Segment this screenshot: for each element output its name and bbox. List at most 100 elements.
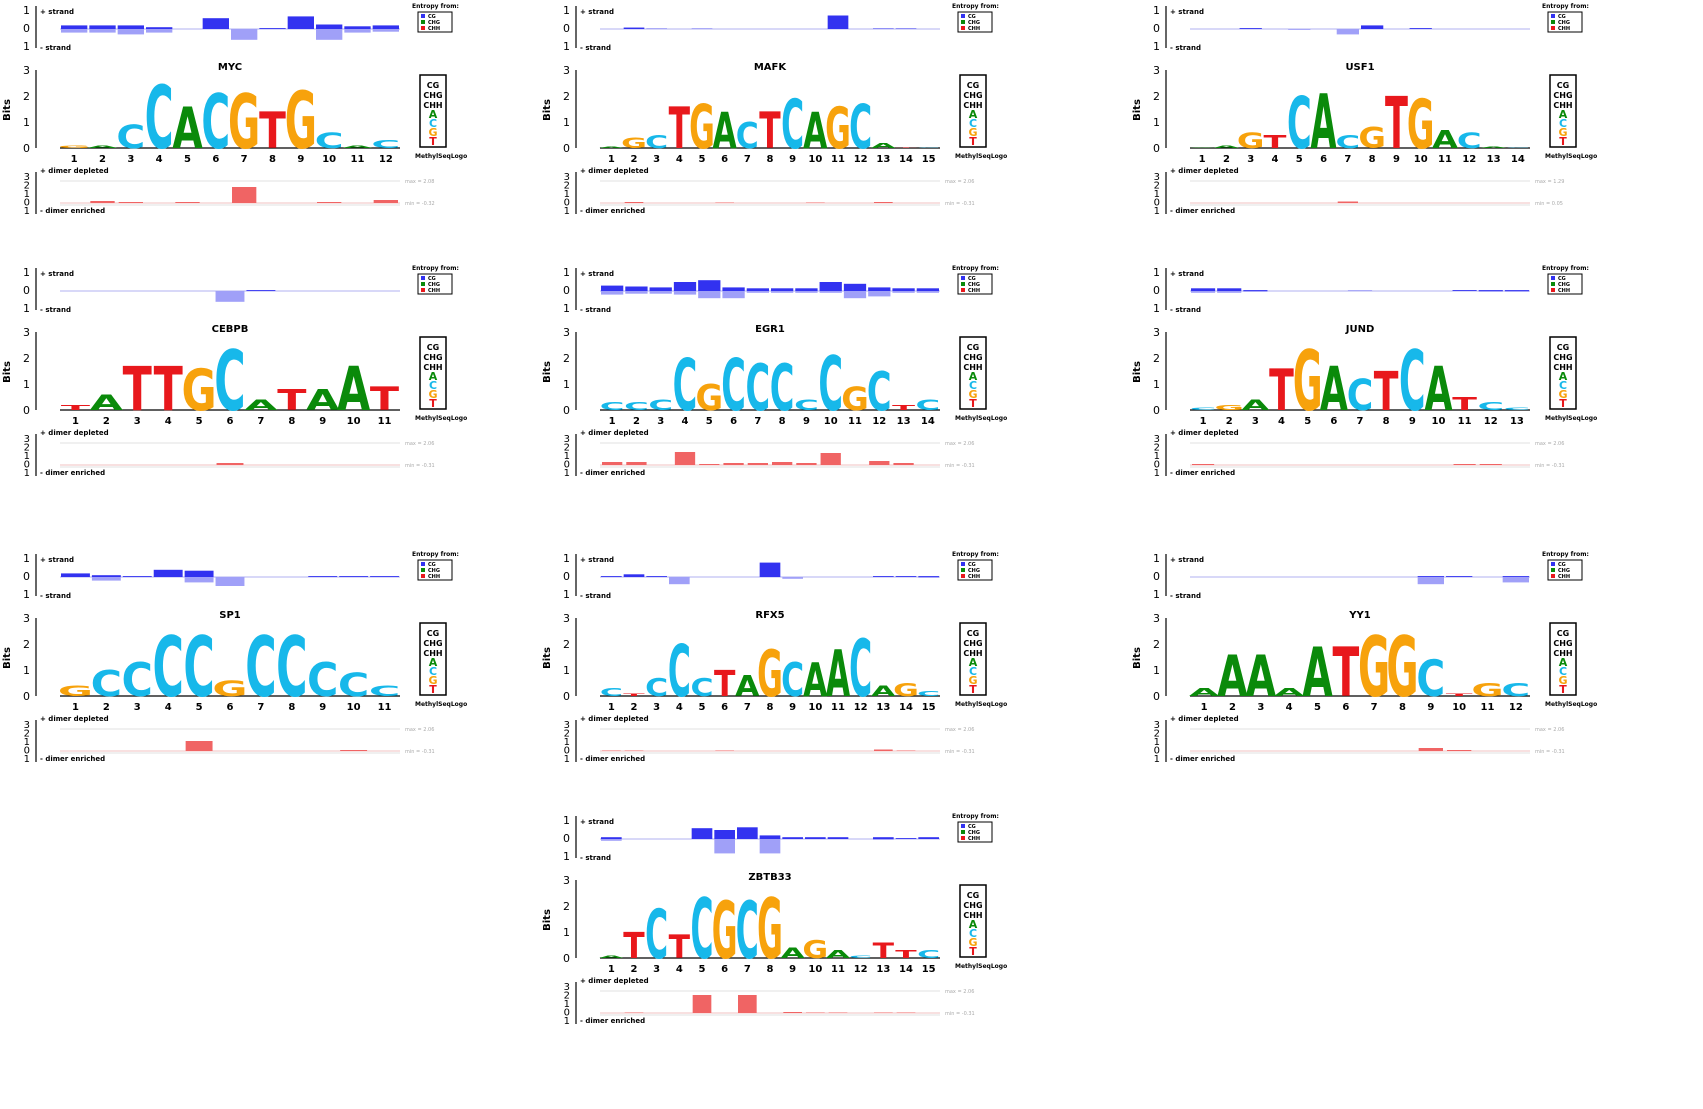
strand-tick: 0: [23, 570, 30, 583]
dimer-tick: 3: [564, 172, 570, 183]
methyl-legend-box: [959, 336, 987, 410]
dimer-tick: 0: [1154, 746, 1160, 757]
methyl-context: CHH: [963, 911, 982, 920]
minus-strand-bar: [1502, 577, 1529, 583]
bits-tick: 2: [563, 638, 570, 651]
bits-label: Bits: [2, 361, 13, 383]
position-label: 5: [196, 416, 203, 427]
logo-letter-a: A: [1424, 353, 1452, 425]
dimer-tick: 0: [1154, 460, 1160, 471]
position-label: 2: [631, 702, 638, 713]
legend-swatch: [961, 26, 965, 30]
dimer-bar: [317, 202, 342, 203]
legend-swatch: [1551, 574, 1555, 578]
strand-panel: + strand - strand 1 0 1: [563, 266, 940, 315]
legend-swatch: [961, 288, 965, 292]
dimer-bar: [624, 1012, 644, 1013]
legend-item: CHH: [968, 26, 980, 32]
dimer-bar: [715, 750, 734, 751]
legend-item: CHG: [1558, 282, 1570, 288]
legend-swatch: [961, 282, 965, 286]
minus-strand-bar: [344, 29, 371, 33]
position-label: 1: [1201, 702, 1208, 713]
position-label: 7: [754, 416, 761, 427]
logo-letter-c: C: [145, 68, 174, 168]
position-label: 12: [1509, 702, 1523, 713]
legend-item: CHG: [428, 282, 440, 288]
motif-title: MYC: [218, 62, 242, 73]
logo-letter-g: G: [1358, 122, 1386, 155]
position-label: 15: [922, 964, 936, 975]
logo-letter-t: T: [154, 354, 183, 425]
methyl-legend-box: [959, 622, 987, 696]
dimer-bar: [1453, 464, 1476, 465]
motif-title: USF1: [1345, 62, 1374, 73]
position-label: 8: [767, 702, 774, 713]
dimer-tick: 3: [564, 434, 570, 445]
legend-box: [1547, 559, 1583, 581]
logo-letter-c: C: [668, 631, 691, 714]
legend-box: [957, 559, 993, 581]
position-label: 11: [831, 154, 845, 165]
dimer-depleted-label: + dimer depleted: [580, 167, 649, 175]
dimer-bar: [783, 1012, 802, 1013]
methyl-context: CG: [427, 343, 439, 352]
dimer-tick: 0: [564, 1008, 570, 1019]
bits-tick: 3: [563, 326, 570, 339]
logo-letter-c: C: [1190, 407, 1217, 411]
dimer-max-text: max = 2.06: [945, 727, 974, 733]
plus-strand-bar: [759, 562, 781, 577]
minus-strand-bar: [89, 29, 116, 33]
methylseqlogo-label: MethylSeqLogo: [415, 701, 467, 708]
panel-yy1: + strand - strand 1 0 1 Entropy from: CG CHG CHH…: [1132, 548, 1610, 808]
logo-letter-g: G: [228, 79, 260, 167]
logo-letter-c: C: [849, 93, 872, 163]
plus-strand-bar: [601, 576, 622, 577]
minus-strand-bar: [916, 291, 939, 293]
plus-strand-bar: [646, 576, 667, 577]
logo-letter-g: G: [825, 95, 851, 162]
logo-letter-c: C: [338, 666, 369, 703]
methyl-context: CHH: [1553, 649, 1572, 658]
plus-strand-bar: [895, 576, 917, 577]
dimer-tick: 1: [1154, 737, 1160, 748]
strand-panel: + strand - strand 1 0 1: [563, 4, 940, 53]
logo-letter-a: A: [826, 636, 851, 711]
dimer-tick: 1: [564, 468, 570, 479]
plus-strand-bar: [184, 570, 214, 577]
methyl-base: A: [1559, 370, 1568, 383]
position-label: 9: [803, 416, 810, 427]
plus-strand-bar: [202, 18, 229, 29]
legend-swatch: [961, 574, 965, 578]
plus-strand-label: + strand: [1170, 556, 1204, 564]
position-label: 12: [854, 154, 868, 165]
dimer-tick: 1: [564, 189, 570, 200]
bits-tick: 0: [23, 690, 30, 703]
bits-tick: 0: [563, 404, 570, 417]
plus-strand-bar: [1452, 290, 1477, 291]
dimer-tick: 1: [24, 206, 30, 217]
logo-letter-a: A: [1432, 124, 1458, 154]
logo-letter-c: C: [690, 881, 713, 977]
methyl-context: CHG: [423, 353, 442, 362]
minus-strand-bar: [868, 291, 891, 297]
strand-panel: + strand - strand 1 0 1: [1153, 552, 1530, 601]
minus-strand-bar: [1478, 291, 1503, 292]
legend-item: CG: [428, 276, 436, 282]
legend-swatch: [961, 14, 965, 18]
plus-strand-bar: [1446, 576, 1473, 577]
bits-tick: 1: [1153, 116, 1160, 129]
logo-letter-t: T: [1332, 633, 1359, 713]
strand-tick: 1: [1153, 302, 1160, 315]
legend-item: CHH: [428, 574, 440, 580]
dimer-min-text: min = -0.31: [405, 749, 435, 755]
methylseqlogo-label: MethylSeqLogo: [1545, 153, 1597, 160]
position-label: 4: [165, 702, 172, 713]
plus-strand-bar: [1361, 25, 1384, 29]
logo-letter-g: G: [1293, 335, 1323, 431]
dimer-enriched-label: - dimer enriched: [1170, 755, 1235, 763]
